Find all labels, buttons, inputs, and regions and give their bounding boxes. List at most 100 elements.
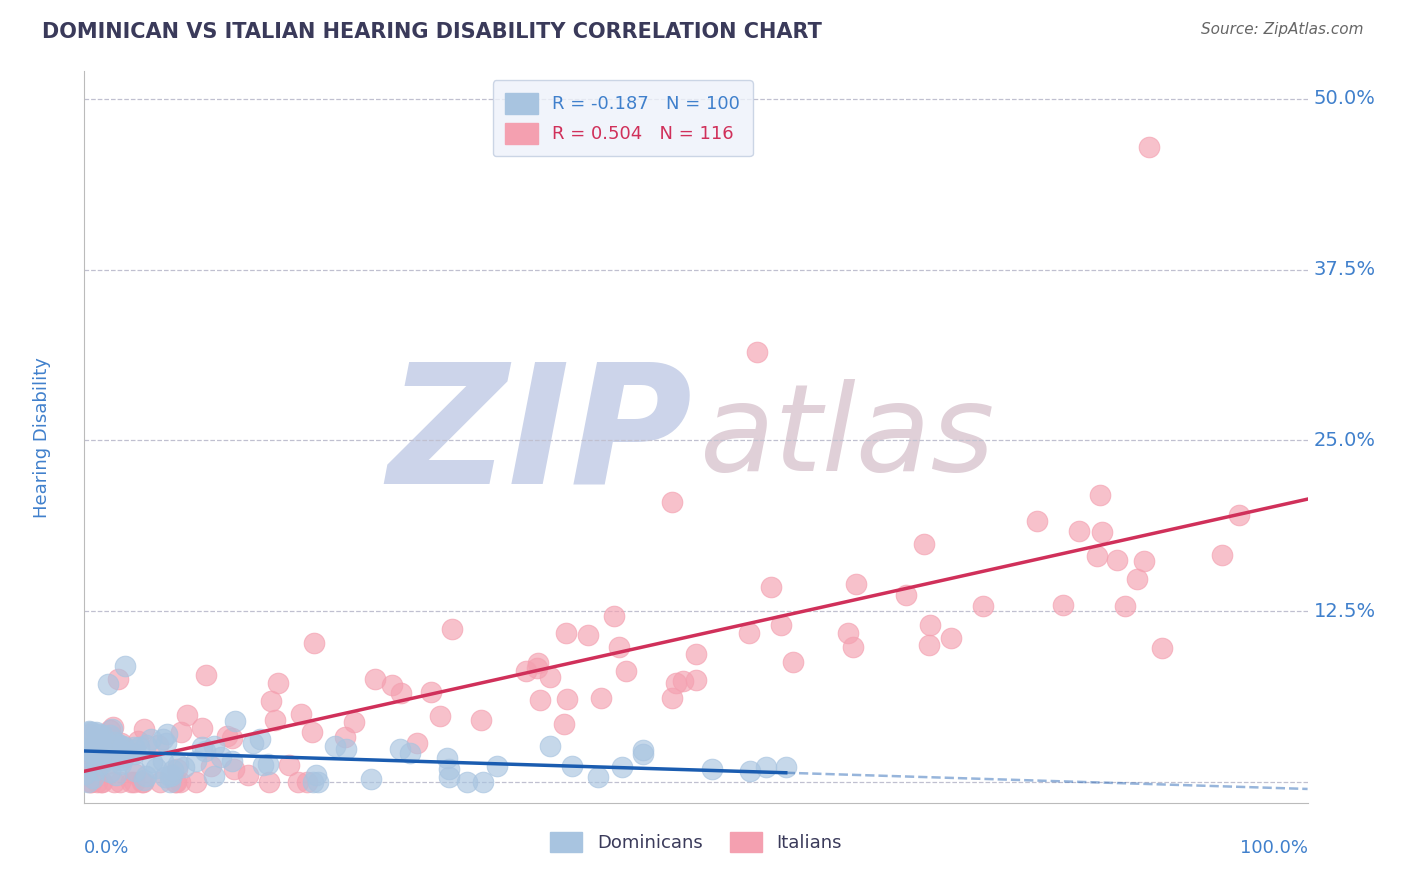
Point <box>470 713 492 727</box>
Point <box>249 732 271 747</box>
Point <box>591 690 613 705</box>
Point <box>1133 554 1156 568</box>
Point <box>152 754 174 768</box>
Point <box>1085 549 1108 563</box>
Point <box>972 599 994 613</box>
Point <box>114 659 136 673</box>
Point <box>540 739 562 753</box>
Point <box>94 739 117 754</box>
Point <box>79 723 101 738</box>
Point <box>155 736 177 750</box>
Point <box>84 763 107 777</box>
Text: 50.0%: 50.0% <box>1313 89 1375 108</box>
Point <box>1152 640 1174 655</box>
Point <box>202 769 225 783</box>
Point <box>1088 488 1111 502</box>
Point <box>252 757 274 772</box>
Point <box>79 769 101 783</box>
Point <box>77 724 100 739</box>
Point <box>295 775 318 789</box>
Point <box>124 743 146 757</box>
Point <box>224 714 246 728</box>
Point <box>91 745 114 759</box>
Point <box>76 742 98 756</box>
Point <box>128 739 150 754</box>
Point <box>96 751 118 765</box>
Point <box>79 747 101 762</box>
Text: Source: ZipAtlas.com: Source: ZipAtlas.com <box>1201 22 1364 37</box>
Point <box>145 761 167 775</box>
Point <box>267 676 290 690</box>
Point <box>76 750 98 764</box>
Point <box>84 725 107 739</box>
Point <box>110 753 132 767</box>
Point <box>112 749 135 764</box>
Point <box>124 740 146 755</box>
Point <box>110 757 132 772</box>
Point <box>91 775 114 789</box>
Point <box>162 763 184 777</box>
Text: 25.0%: 25.0% <box>1313 431 1375 450</box>
Point <box>429 709 451 723</box>
Point <box>173 760 195 774</box>
Point <box>134 772 156 787</box>
Point <box>73 743 96 757</box>
Point <box>170 725 193 739</box>
Point <box>98 747 121 761</box>
Point <box>260 693 283 707</box>
Point <box>406 736 429 750</box>
Point <box>146 739 169 753</box>
Point <box>526 661 548 675</box>
Point <box>912 537 935 551</box>
Point <box>75 741 97 756</box>
Point <box>169 775 191 789</box>
Point <box>769 617 792 632</box>
Point <box>553 717 575 731</box>
Text: 100.0%: 100.0% <box>1240 839 1308 857</box>
Point <box>108 775 131 789</box>
Point <box>124 767 146 781</box>
Point <box>399 746 422 760</box>
Point <box>238 767 260 781</box>
Text: ZIP: ZIP <box>387 356 692 518</box>
Point <box>661 690 683 705</box>
Point <box>112 748 135 763</box>
Point <box>1126 572 1149 586</box>
Point <box>1067 524 1090 539</box>
Point <box>529 692 551 706</box>
Point <box>456 775 478 789</box>
Point <box>614 664 637 678</box>
Point <box>665 675 688 690</box>
Point <box>80 725 103 739</box>
Point <box>84 737 107 751</box>
Point <box>302 775 325 789</box>
Point <box>153 770 176 784</box>
Point <box>576 628 599 642</box>
Point <box>586 770 609 784</box>
Point <box>124 764 146 779</box>
Point <box>122 747 145 761</box>
Point <box>194 744 217 758</box>
Point <box>101 722 124 736</box>
Point <box>152 732 174 747</box>
Point <box>90 757 112 772</box>
Text: DOMINICAN VS ITALIAN HEARING DISABILITY CORRELATION CHART: DOMINICAN VS ITALIAN HEARING DISABILITY … <box>42 22 823 42</box>
Point <box>149 775 172 789</box>
Point <box>86 737 108 751</box>
Point <box>107 737 129 751</box>
Point <box>437 770 460 784</box>
Point <box>278 758 301 772</box>
Point <box>77 744 100 758</box>
Point <box>755 760 778 774</box>
Point <box>256 756 278 771</box>
Point <box>84 753 107 767</box>
Text: 12.5%: 12.5% <box>1313 602 1376 621</box>
Point <box>335 742 357 756</box>
Point <box>98 764 121 779</box>
Point <box>323 739 346 753</box>
Point <box>603 609 626 624</box>
Text: atlas: atlas <box>700 378 995 496</box>
Point <box>77 775 100 789</box>
Point <box>82 744 104 758</box>
Point <box>1137 139 1160 153</box>
